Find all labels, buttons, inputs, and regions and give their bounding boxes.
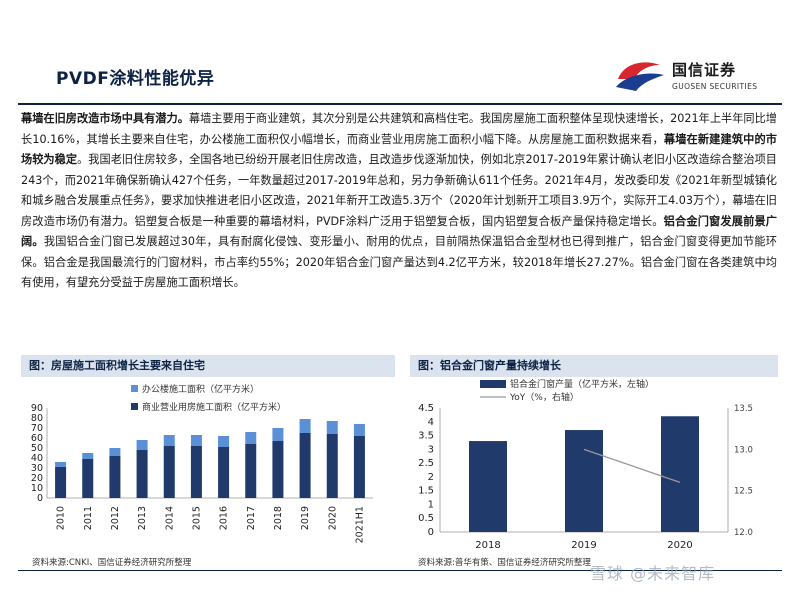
bar-segment — [272, 428, 284, 441]
x-tick-label: 2010 — [56, 506, 67, 530]
header-divider — [18, 103, 782, 105]
legend-label: 铝合金门窗产量（亿平方米，左轴） — [510, 378, 654, 390]
logo-name-en: GUOSEN SECURITIES — [672, 82, 758, 91]
emphasis-text: 铝合金门窗发展前景广阔。 — [21, 214, 777, 249]
bar-segment — [163, 446, 175, 498]
bar-segment — [136, 450, 148, 498]
x-tick-label: 2018 — [475, 540, 500, 551]
y-tick-label: 0 — [37, 493, 43, 504]
bar-segment — [190, 435, 202, 446]
page-title: PVDF涂料性能优异 — [56, 69, 215, 89]
body-text-run: 我国铝合金门窗已发展超过30年，具有耐腐化侵蚀、变形量小、耐用的优点，目前隔热保… — [21, 235, 777, 289]
bar-segment — [299, 419, 311, 433]
y2-tick-label: 13.5 — [734, 404, 753, 414]
bar-segment — [82, 459, 94, 498]
logo-name-cn: 国信证券 — [672, 61, 737, 79]
legend-swatch — [131, 403, 138, 410]
y-tick-label: 2.5 — [418, 458, 434, 469]
y-tick-label: 3 — [428, 444, 434, 455]
x-tick-label: 2017 — [246, 506, 257, 530]
aluminum-window-chart: 铝合金门窗产量（亿平方米，左轴） YoY（%，右轴） 0 0.5 1 1.5 2 2.5 3 3.… — [410, 378, 778, 556]
y-tick-label: 80 — [31, 413, 43, 424]
body-text-run: 幕墙主要用于商业建筑，其次分别是公共建筑和高档住宅。我国房屋施工面积整体呈现快速… — [21, 112, 777, 146]
y-tick-label: 3.5 — [418, 431, 434, 442]
x-tick-label: 2016 — [219, 506, 230, 530]
x-tick-label: 2021H1 — [354, 506, 365, 543]
y-tick-label: 10 — [31, 483, 43, 494]
body-paragraph: 幕墙在旧房改造市场中具有潜力。幕墙主要用于商业建筑，其次分别是公共建筑和高档住宅… — [21, 109, 777, 294]
x-tick-label: 2014 — [164, 506, 175, 530]
source-note-right: 资料来源:普华有策、国信证券经济研究所整理 — [418, 558, 591, 568]
bar-segment — [218, 447, 230, 498]
y-tick-label: 40 — [31, 453, 43, 464]
bar-segment — [109, 456, 121, 498]
guosen-logo-icon — [616, 62, 664, 91]
x-tick-label: 2015 — [191, 506, 202, 530]
y2-tick-label: 12.0 — [734, 528, 753, 538]
bar-segment — [82, 453, 94, 459]
bar-segment — [272, 441, 284, 498]
y-tick-label: 4.5 — [418, 403, 434, 414]
y-tick-label: 50 — [31, 443, 43, 454]
figure-title-left: 图：房屋施工面积增长主要来自住宅 — [21, 355, 395, 377]
bar-segment — [55, 462, 67, 467]
bar — [565, 430, 603, 532]
bar-segment — [245, 444, 257, 498]
yoy-line — [583, 448, 681, 484]
source-note-left: 资料来源:CNKI、国信证券经济研究所整理 — [32, 558, 192, 568]
y-tick-label: 90 — [31, 403, 43, 414]
emphasis-text: 幕墙在新建建筑中的市场较为稳定 — [21, 132, 777, 167]
bar-segment — [55, 467, 67, 498]
guosen-logo: 国信证券 GUOSEN SECURITIES — [614, 54, 764, 96]
bar-segment — [353, 436, 365, 498]
bar-segment — [326, 434, 338, 498]
x-tick-label: 2020 — [327, 506, 338, 530]
bar-segment — [245, 432, 257, 444]
bar-segment — [299, 433, 311, 498]
bar-segment — [326, 421, 338, 434]
body-text-run: 。我国老旧住房较多，全国各地已纷纷开展老旧住房改造，且改造步伐逐渐加快，例如北京… — [21, 153, 777, 228]
legend-label: YoY（%，右轴） — [509, 391, 579, 403]
footer-divider — [18, 570, 782, 571]
y-tick-label: 2 — [428, 472, 434, 483]
y-tick-label: 1.5 — [418, 486, 434, 497]
x-tick-label: 2013 — [137, 506, 148, 530]
y2-tick-label: 12.5 — [734, 487, 753, 497]
x-tick-label: 2011 — [83, 506, 94, 530]
x-tick-label: 2019 — [571, 540, 596, 551]
legend-swatch — [480, 380, 506, 388]
y-tick-label: 0 — [428, 527, 434, 538]
construction-area-chart: 办公楼施工面积（亿平方米） 商业营业用房施工面积（亿平方米） 0 10 20 30 40 50… — [21, 378, 395, 550]
y-tick-label: 0.5 — [418, 513, 434, 524]
bar-segment — [109, 448, 121, 456]
y-tick-label: 70 — [31, 423, 43, 434]
y-tick-label: 20 — [31, 473, 43, 484]
watermark: 雪球 @未来智库 — [590, 564, 716, 583]
bar-segment — [136, 440, 148, 450]
y-tick-label: 60 — [31, 433, 43, 444]
bar-segment — [163, 435, 175, 446]
x-tick-label: 2018 — [273, 506, 284, 530]
bar — [469, 441, 507, 532]
legend-swatch — [131, 385, 138, 392]
y-tick-label: 30 — [31, 463, 43, 474]
y-tick-label: 4 — [428, 417, 434, 428]
y2-tick-label: 13.0 — [734, 445, 753, 455]
figure-title-right: 图：铝合金门窗产量持续增长 — [410, 355, 778, 377]
bar — [661, 416, 699, 532]
x-tick-label: 2019 — [300, 506, 311, 530]
x-tick-label: 2012 — [110, 506, 121, 530]
bar-segment — [218, 436, 230, 447]
legend-label: 办公楼施工面积（亿平方米） — [142, 383, 259, 395]
emphasis-text: 幕墙在旧房改造市场中具有潜力。 — [21, 112, 189, 125]
y-tick-label: 1 — [428, 499, 434, 510]
bar-segment — [190, 446, 202, 498]
bar-segment — [353, 424, 365, 436]
x-tick-label: 2020 — [667, 540, 692, 551]
legend-label: 商业营业用房施工面积（亿平方米） — [142, 401, 286, 413]
